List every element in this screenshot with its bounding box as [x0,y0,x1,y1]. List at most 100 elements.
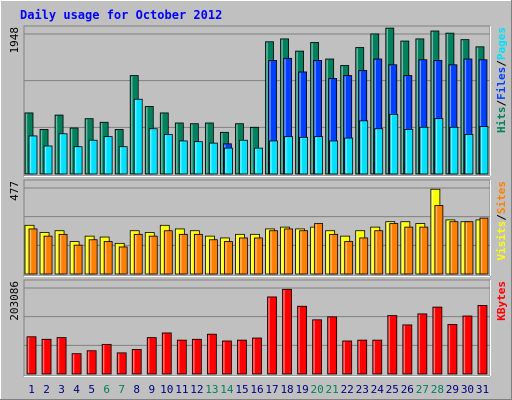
bar-pages-day-28-highlight [435,119,438,174]
bar-pages-day-3 [58,133,68,175]
x-tick-label-day-6: 6 [103,383,110,396]
bar-kbytes-day-24 [372,339,383,375]
bar-hits-day-24-highlight [371,34,373,174]
bar-hits-day-4-highlight [70,128,73,174]
bar-sites-day-31-highlight [480,218,483,274]
legend-entry-sep: / [495,100,508,107]
bar-kbytes-day-10-fill [161,332,172,375]
bar-visits-day-2-highlight [40,233,43,274]
bar-pages-day-26 [404,129,414,175]
bar-sites-day-23-highlight [360,238,362,274]
x-tick-label-day-23: 23 [356,383,369,396]
bar-sites-day-8 [133,233,143,275]
x-tick-label-day-28: 28 [431,383,444,396]
x-tick-label-day-8: 8 [133,383,140,396]
bar-kbytes-day-3 [56,337,67,375]
bar-pages-day-15-highlight [240,141,242,174]
bar-kbytes-day-29-highlight [448,325,451,374]
bar-pages-day-31-fill [479,126,489,175]
bar-sites-day-24-highlight [375,231,377,274]
bar-files-day-29-highlight [449,65,452,174]
bar-files-day-26-highlight [404,76,407,174]
bar-pages-day-1-highlight [29,136,32,174]
bar-kbytes-day-31 [477,304,488,375]
bar-kbytes-day-29 [447,324,458,375]
bar-kbytes-day-23-highlight [358,340,360,374]
bar-pages-day-1 [28,135,38,175]
bar-pages-day-6-highlight [104,137,107,174]
bar-kbytes-day-19-fill [297,305,307,375]
x-axis-day-labels: 1 2 3 4 5 6 7 8 9 10 11 12 13 14 15 16 17 18 19 20 21 22 23 24 2… [28,383,489,396]
bar-sites-day-16-highlight [255,238,257,274]
bar-sites-day-3 [58,233,68,275]
bar-kbytes-day-16-fill [252,337,262,375]
bar-sites-day-10 [163,230,173,275]
bar-kbytes-day-6-highlight [102,345,105,374]
bar-sites-day-11-fill [178,233,188,275]
bar-sites-day-28-fill [434,205,444,275]
bar-kbytes-day-21-fill [327,316,338,375]
bar-hits-day-10-highlight [161,113,163,174]
bar-hits-day-14-highlight [221,133,223,174]
bar-kbytes-day-20-fill [312,319,323,375]
bar-sites-day-18-fill [284,228,293,275]
bar-pages-day-10 [163,134,173,175]
bar-pages-day-29-highlight [450,128,453,174]
bar-files-day-31-highlight [479,60,482,174]
bar-kbytes-day-24-highlight [373,340,375,374]
bar-kbytes-day-12 [191,338,202,375]
bar-kbytes-day-1-fill [26,336,37,375]
bar-pages-day-23 [359,120,369,175]
bar-sites-day-27 [419,226,429,275]
bar-files-day-24-highlight [374,59,376,174]
x-tick-label-day-15: 15 [235,383,248,396]
bar-pages-day-20 [314,136,324,175]
bar-visits-day-12-highlight [191,231,193,274]
bar-kbytes-day-15-fill [237,339,247,375]
bar-pages-day-17-fill [269,140,278,175]
bar-sites-day-25-highlight [390,224,392,274]
bar-files-day-28-highlight [434,61,437,174]
bar-kbytes-day-27-fill [417,313,428,375]
bar-pages-day-21 [329,140,339,175]
bar-pages-day-7-fill [118,146,128,175]
bar-kbytes-day-6 [101,343,112,375]
bar-kbytes-day-3-fill [56,337,67,375]
bar-sites-day-31 [479,217,489,275]
bar-pages-day-21-highlight [330,141,332,174]
bar-visits-day-21-highlight [326,231,328,274]
bar-kbytes-day-28 [432,306,443,375]
bar-visits-day-26-highlight [401,222,404,274]
bar-sites-day-20-highlight [315,224,317,274]
bar-pages-day-19-fill [299,136,308,175]
x-tick-label-day-19: 19 [295,383,308,396]
bar-visits-day-18-highlight [281,227,283,274]
bar-pages-day-31-highlight [480,127,483,174]
bar-sites-day-22-highlight [345,242,347,274]
bar-kbytes-day-19 [297,305,307,375]
bar-visits-day-16-highlight [251,235,253,274]
bar-pages-day-6-fill [103,136,113,175]
bar-kbytes-day-11 [176,339,187,375]
bar-pages-day-22 [344,137,354,175]
bar-pages-day-3-fill [58,133,68,175]
legend-entry-files: Files [495,67,508,100]
bar-pages-day-31 [479,126,489,175]
bar-visits-day-27-highlight [416,224,419,274]
bar-hits-day-16-highlight [251,128,253,174]
bar-pages-day-22-fill [344,137,354,175]
bar-sites-day-19-highlight [300,231,302,274]
bar-files-day-27-highlight [419,60,422,174]
bar-hits-day-11-highlight [176,123,178,174]
bar-pages-day-1-fill [28,135,38,175]
bar-hits-day-22-highlight [341,66,343,174]
y-axis-max-label: 1948 [8,27,21,54]
x-tick-label-day-31: 31 [476,383,489,396]
bar-hits-day-18-highlight [281,39,283,174]
bar-sites-day-6-highlight [104,242,107,274]
bar-visits-day-5-highlight [85,236,88,274]
bar-sites-day-28 [434,205,444,275]
bar-kbytes-day-26-highlight [403,325,406,374]
bar-sites-day-10-highlight [165,231,167,274]
bar-sites-day-14-fill [224,241,233,275]
